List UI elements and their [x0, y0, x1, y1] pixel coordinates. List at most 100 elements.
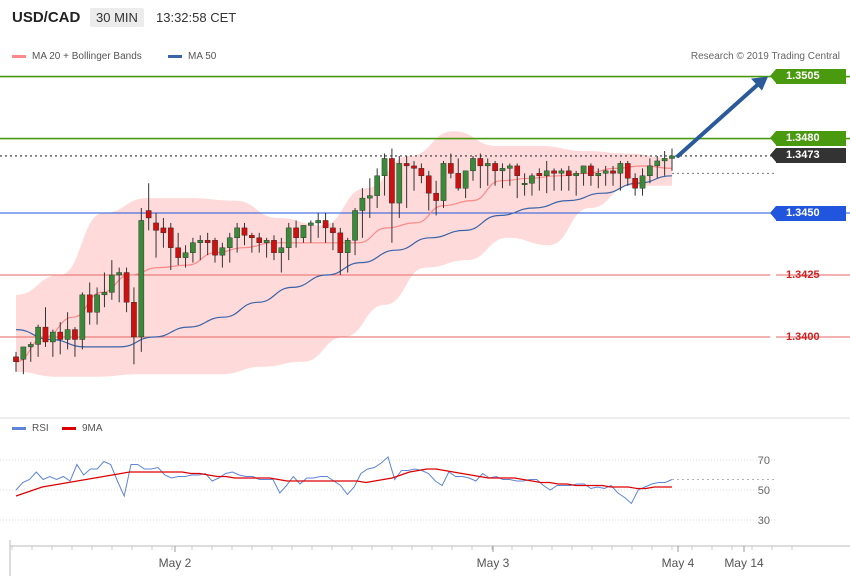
- candle-body: [197, 240, 204, 243]
- candle-body: [160, 227, 167, 234]
- candle-body: [543, 170, 550, 176]
- candle-38: [293, 220, 299, 248]
- candle-1: [20, 346, 27, 375]
- candle-body: [440, 163, 447, 201]
- candle-0: [13, 351, 19, 372]
- candle-body: [359, 197, 366, 211]
- candle-15: [123, 267, 130, 313]
- candle-body: [551, 170, 557, 174]
- candle-body: [263, 240, 270, 243]
- rsi-ma-line: [15, 468, 672, 497]
- level-tag-1: 1.3480: [770, 131, 846, 147]
- level-tag-4: 1.3425: [770, 267, 846, 283]
- candle-30: [234, 222, 240, 253]
- candle-body: [190, 242, 196, 253]
- candle-body: [271, 240, 277, 253]
- rsi-ma-swatch: [62, 426, 76, 430]
- rsi-panel: 30 50 70: [0, 417, 850, 527]
- candle-body: [226, 237, 233, 248]
- candle-body: [573, 173, 579, 177]
- x-label-1: May 3: [477, 556, 510, 570]
- candle-body: [661, 158, 668, 162]
- rsi-tick-1: 50: [758, 485, 770, 497]
- candle-78: [588, 163, 594, 186]
- legend-ma50: MA 50: [168, 51, 216, 62]
- candle-body: [322, 220, 329, 229]
- arrow-head: [751, 76, 768, 91]
- candle-body: [654, 160, 661, 167]
- x-label-0: May 2: [159, 556, 192, 570]
- candle-body: [175, 247, 181, 258]
- candle-21: [167, 222, 174, 271]
- candle-48: [366, 178, 373, 218]
- chart-header: USD/CAD 30 MIN 13:32:58 CET: [0, 0, 850, 38]
- timeframe-selector[interactable]: 30 MIN: [90, 8, 144, 27]
- candle-67: [507, 163, 513, 186]
- candle-9: [79, 292, 86, 350]
- candle-body: [381, 158, 388, 177]
- candle-19: [153, 213, 159, 258]
- candle-25: [197, 235, 204, 261]
- candle-body: [278, 247, 285, 253]
- candle-79: [595, 168, 602, 189]
- candle-64: [484, 158, 491, 186]
- candle-11: [94, 287, 100, 325]
- candle-body: [418, 168, 425, 177]
- candle-46: [352, 208, 358, 256]
- candle-59: [448, 153, 454, 179]
- candle-body: [94, 294, 100, 313]
- candle-60: [455, 158, 462, 191]
- level-tag-0: 1.3505: [770, 69, 846, 85]
- candle-44: [337, 227, 344, 275]
- candle-body: [374, 175, 380, 196]
- candle-66: [499, 163, 506, 189]
- candle-body: [595, 173, 602, 177]
- candle-61: [462, 170, 469, 199]
- candle-5: [50, 329, 56, 357]
- candle-body: [344, 240, 351, 253]
- ma50-swatch: [168, 54, 182, 58]
- candle-27: [212, 237, 218, 263]
- candle-41: [315, 213, 322, 238]
- candle-body: [602, 170, 609, 174]
- candle-body: [617, 163, 624, 174]
- candle-36: [278, 237, 285, 273]
- candle-26: [204, 232, 211, 256]
- bollinger-band: [16, 131, 672, 377]
- candle-23: [182, 245, 189, 268]
- candle-18: [145, 183, 152, 231]
- candle-72: [543, 160, 550, 194]
- candle-body: [610, 170, 616, 174]
- candle-body: [79, 294, 86, 340]
- candle-85: [639, 168, 646, 196]
- candle-73: [551, 168, 557, 191]
- candle-body: [558, 170, 565, 174]
- candle-80: [602, 165, 609, 186]
- candle-body: [293, 227, 299, 239]
- candle-55: [418, 163, 425, 184]
- candle-45: [344, 237, 351, 273]
- rsi-line: [15, 456, 673, 505]
- candle-body: [167, 227, 174, 248]
- ma20-swatch: [12, 54, 26, 58]
- candle-body: [448, 163, 454, 174]
- candle-34: [263, 237, 270, 258]
- candle-body: [123, 272, 130, 303]
- candle-16: [131, 287, 137, 365]
- candle-body: [632, 178, 638, 189]
- candle-50: [381, 153, 388, 196]
- candle-body: [470, 158, 476, 172]
- candle-35: [271, 235, 277, 261]
- candle-13: [109, 260, 115, 300]
- copyright-note: Research © 2019 Trading Central: [690, 51, 840, 62]
- candle-body: [514, 165, 521, 177]
- candle-22: [175, 232, 181, 266]
- candle-71: [536, 168, 543, 191]
- candle-body: [484, 163, 491, 167]
- candle-12: [101, 272, 108, 308]
- candle-body: [145, 210, 152, 219]
- candle-24: [190, 237, 196, 263]
- candle-84: [632, 173, 638, 196]
- candle-body: [403, 163, 410, 167]
- candle-51: [389, 148, 395, 243]
